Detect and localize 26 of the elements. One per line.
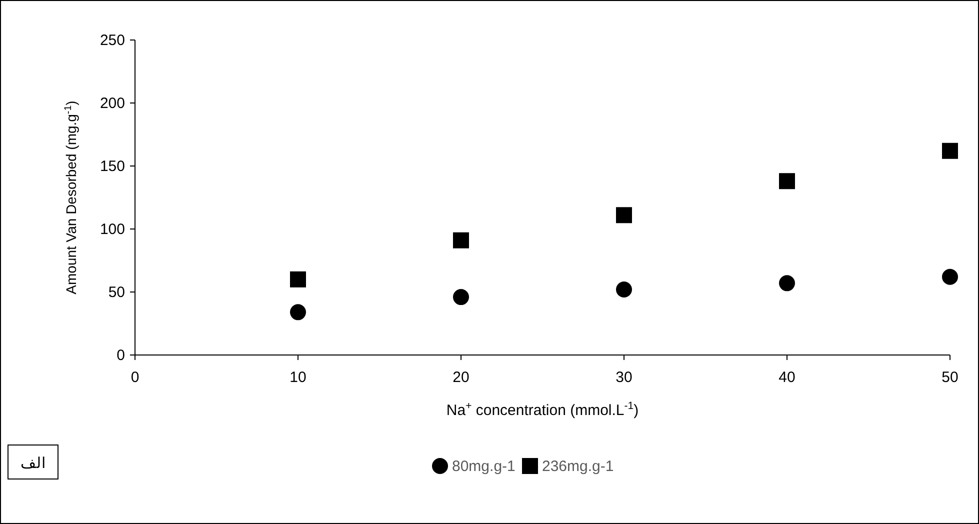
y-tick-label: 100 (100, 221, 125, 238)
point (616, 207, 632, 224)
legend-label: 236mg.g-1 (542, 458, 614, 475)
legend-label: 80mg.g-1 (452, 458, 516, 475)
x-axis-title: Na$^{+}$ concentration (mmol.L$^{-1}$) (446, 400, 639, 419)
x-tick-label: 10 (290, 369, 306, 386)
point (942, 142, 958, 159)
point (453, 232, 469, 248)
x-tick-label: 20 (452, 369, 470, 386)
x-tick-label: 50 (942, 369, 958, 386)
point (942, 268, 958, 285)
point (616, 281, 632, 298)
y-tick-label: 150 (100, 158, 125, 175)
y-tick-label: 200 (100, 95, 125, 112)
x-tick-label: 0 (130, 369, 140, 386)
y-tick-label: 0 (116, 347, 125, 364)
y-tick-label: 50 (108, 284, 125, 301)
text: الف (20, 455, 46, 472)
x-tick-label: 40 (778, 369, 796, 386)
x-tick-label: 30 (616, 369, 632, 386)
point (779, 275, 795, 292)
point (779, 173, 795, 190)
point (290, 304, 306, 320)
point (290, 271, 306, 288)
y-tick-label: 250 (100, 32, 125, 49)
point (453, 289, 469, 306)
